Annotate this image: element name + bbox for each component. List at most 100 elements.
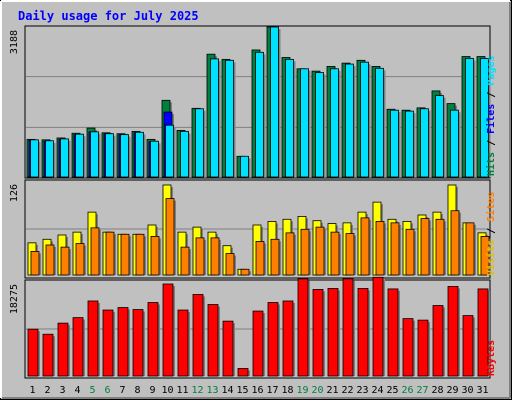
pages-bar — [420, 108, 431, 178]
kbytes-bar — [477, 288, 490, 377]
x-tick-label: 6 — [104, 385, 110, 396]
kbytes-bar — [192, 294, 205, 377]
sites-bar — [360, 217, 371, 276]
kbytes-bar — [207, 304, 220, 377]
pages-bar — [240, 155, 251, 178]
kbytes-bar — [72, 317, 85, 377]
x-tick-label: 10 — [161, 385, 173, 396]
x-tick-label: 21 — [326, 385, 338, 396]
sites-bar — [45, 244, 56, 276]
pages-bar — [30, 139, 41, 178]
kbytes-bar — [282, 300, 295, 377]
visits-side-legend: Visits / Sites — [485, 192, 497, 276]
sites-bar — [435, 218, 446, 276]
sites-bar — [165, 198, 176, 276]
x-tick-label: 9 — [149, 385, 155, 396]
kbytes-bar — [147, 302, 160, 377]
x-tick-label: 18 — [281, 385, 293, 396]
hits-ymax-label: 3188 — [9, 30, 20, 54]
sites-bar — [375, 221, 386, 276]
x-tick-label: 28 — [431, 385, 443, 396]
kbytes-bar — [432, 305, 445, 377]
sites-bar — [120, 233, 131, 276]
sites-bar — [240, 268, 251, 276]
kbytes-bar — [177, 309, 190, 377]
pages-bar — [330, 68, 341, 178]
x-tick-label: 24 — [371, 385, 383, 396]
x-tick-label: 16 — [251, 385, 263, 396]
x-tick-label: 1 — [29, 385, 35, 396]
x-tick-label: 30 — [461, 385, 473, 396]
sites-bar — [270, 238, 281, 276]
sites-bar — [315, 226, 326, 276]
x-tick-label: 15 — [236, 385, 248, 396]
pages-bar — [120, 134, 131, 178]
pages-bar — [375, 67, 386, 178]
sites-bar — [75, 243, 86, 276]
sites-bar — [135, 233, 146, 276]
x-tick-label: 19 — [296, 385, 308, 396]
x-tick-label: 20 — [311, 385, 323, 396]
sites-bar — [480, 236, 491, 276]
pages-bar — [345, 63, 356, 178]
pages-bar — [105, 133, 116, 178]
pages-bar — [225, 59, 236, 178]
pages-bar — [75, 133, 86, 178]
kbytes-bar — [267, 302, 280, 377]
kbytes-bar — [102, 309, 115, 377]
pages-bar — [390, 109, 401, 178]
kbytes-bar — [237, 368, 250, 377]
legend-kbytes: KBytes — [486, 340, 497, 376]
sites-bar — [345, 233, 356, 276]
x-tick-label: 13 — [206, 385, 218, 396]
pages-bar — [435, 95, 446, 178]
kbytes-bar — [327, 288, 340, 377]
chart-title: Daily usage for July 2025 — [18, 9, 199, 23]
kbytes-bar — [357, 288, 370, 377]
x-tick-label: 12 — [191, 385, 203, 396]
x-tick-label: 7 — [119, 385, 125, 396]
kbytes-side-legend: KBytes — [486, 340, 497, 376]
pages-bar — [210, 58, 221, 178]
kbytes-bar — [87, 300, 100, 377]
x-tick-label: 3 — [59, 385, 65, 396]
x-tick-label: 27 — [416, 385, 428, 396]
kbytes-bar — [387, 288, 400, 377]
kbytes-bar — [132, 309, 145, 377]
sites-bar — [285, 232, 296, 276]
kbytes-bar — [462, 315, 475, 377]
kbytes-bar — [117, 307, 130, 377]
pages-bar — [480, 58, 491, 178]
pages-bar — [405, 110, 416, 178]
sites-bar — [210, 237, 221, 276]
kbytes-bar — [342, 278, 355, 377]
kbytes-bar — [417, 319, 430, 377]
x-tick-label: 31 — [476, 385, 488, 396]
pages-bar — [300, 68, 311, 178]
pages-bar — [360, 61, 371, 178]
x-tick-label: 17 — [266, 385, 278, 396]
sites-bar — [90, 227, 101, 276]
x-tick-label: 22 — [341, 385, 353, 396]
kbytes-bar — [372, 276, 385, 377]
x-tick-label: 5 — [89, 385, 95, 396]
legend-visits: Visits — [485, 240, 497, 276]
legend-hits: Hits — [485, 152, 497, 176]
x-tick-label: 23 — [356, 385, 368, 396]
kbytes-bar — [222, 320, 235, 377]
kbytes-bar — [57, 322, 70, 377]
pages-bar — [285, 58, 296, 178]
sites-bar — [465, 222, 476, 276]
sites-bar — [30, 251, 41, 276]
sites-bar — [300, 228, 311, 276]
pages-bar — [60, 138, 71, 178]
kbytes-bar — [297, 278, 310, 377]
sites-bar — [195, 237, 206, 276]
pages-bar — [180, 130, 191, 178]
kbytes-bar — [27, 328, 40, 377]
pages-bar — [150, 140, 161, 178]
visits-ymax-label: 126 — [9, 184, 20, 202]
legend-files: Files — [485, 104, 497, 134]
kbytes-bar — [162, 283, 175, 377]
